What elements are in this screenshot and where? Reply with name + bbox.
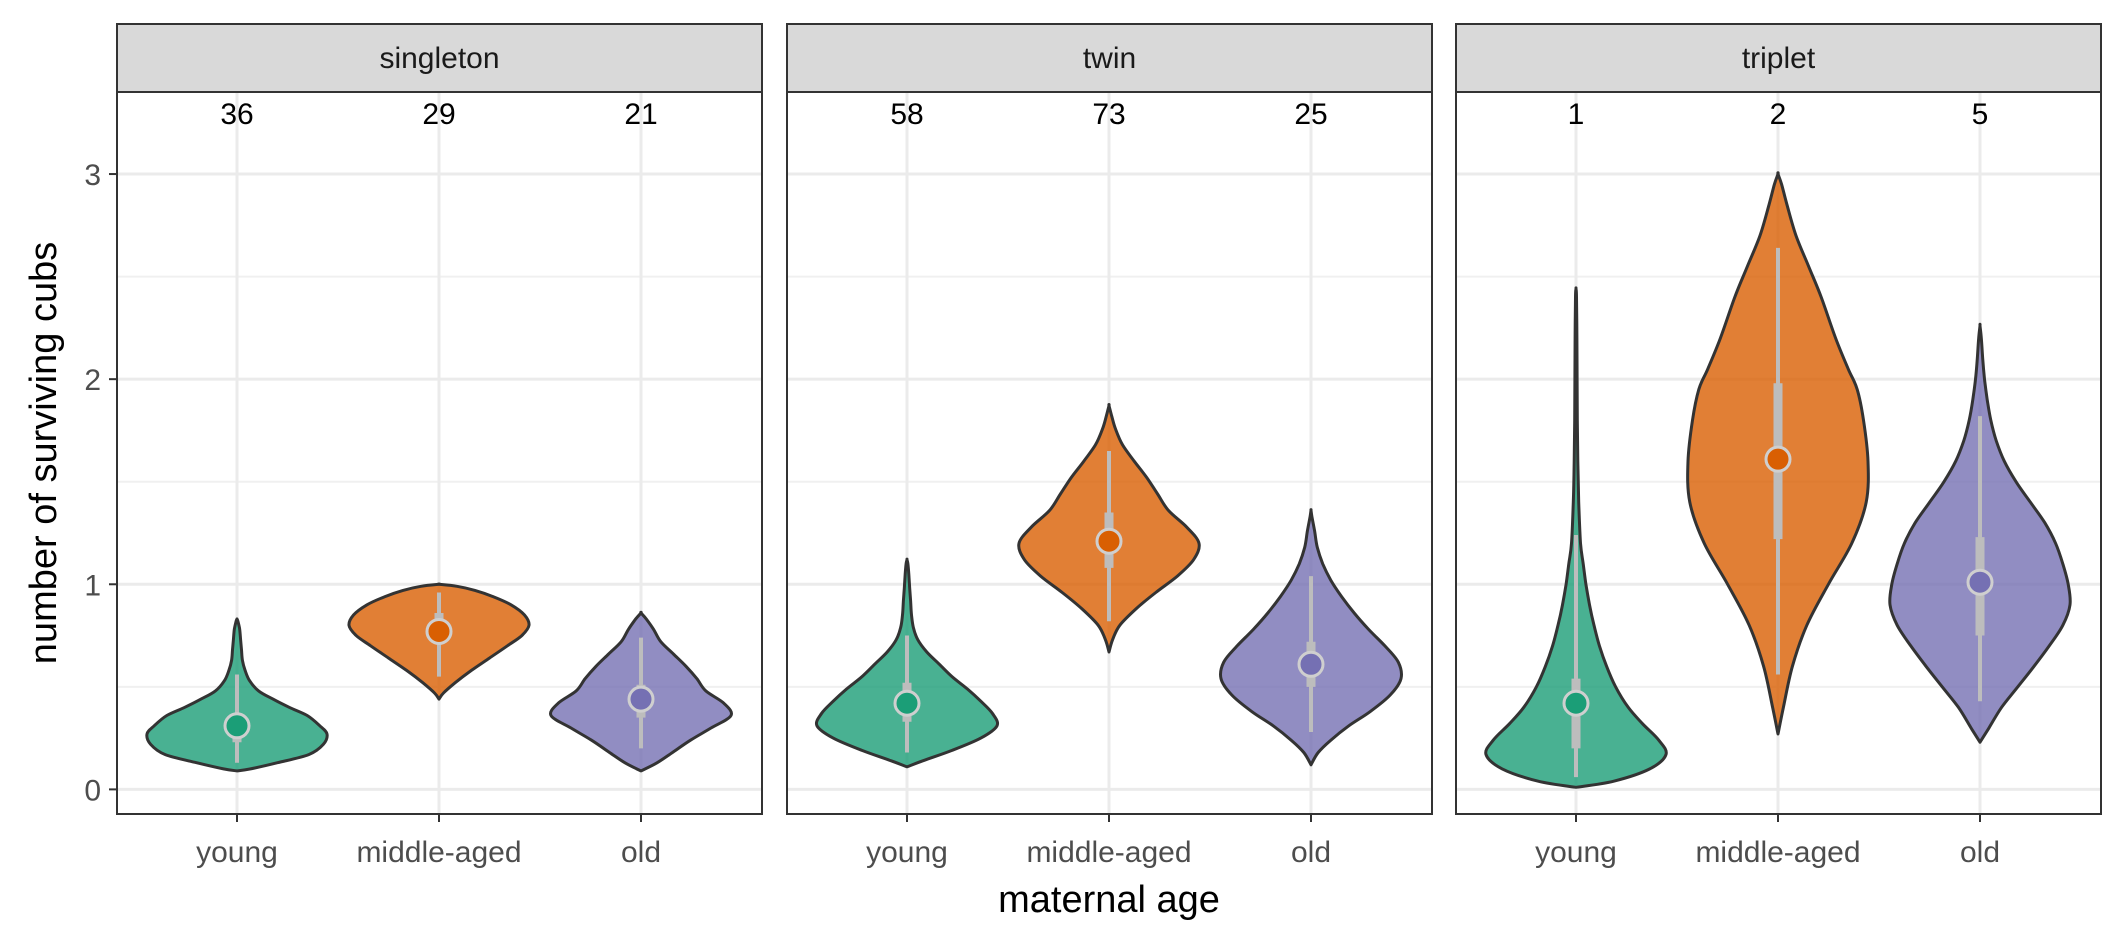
facet-label: singleton [379, 42, 499, 75]
x-tick-label: middle-aged [1695, 836, 1860, 869]
x-tick-label: old [621, 836, 661, 869]
x-tick-label: old [1291, 836, 1331, 869]
violin-old: 5 [1888, 98, 2072, 744]
median-point [1966, 568, 1994, 596]
violin-young: 58 [814, 98, 1000, 769]
median-point [1562, 689, 1590, 717]
median-point [1095, 527, 1123, 555]
facet-strip [786, 23, 1433, 93]
facet-strip [116, 23, 763, 93]
y-tick-label: 1 [84, 569, 101, 602]
sample-count-label: 2 [1770, 98, 1787, 131]
median-point [893, 689, 921, 717]
y-axis: 0 1 2 3 [84, 159, 117, 807]
violin-young: 1 [1484, 98, 1668, 789]
facet-panel-singleton: singleton 36 29 21 young middle-aged old [116, 23, 763, 869]
median-point [627, 685, 655, 713]
y-tick-label: 2 [84, 364, 101, 397]
facet-strip [1455, 23, 2102, 93]
violin-middle-aged: 73 [1017, 98, 1201, 654]
y-tick-label: 0 [84, 774, 101, 807]
x-axis-title: maternal age [998, 879, 1220, 921]
median-point [425, 617, 453, 645]
sample-count-label: 29 [422, 98, 455, 131]
x-tick-label: old [1960, 836, 2000, 869]
facet-label: triplet [1742, 42, 1816, 75]
violin-young: 36 [145, 98, 329, 773]
median-point [1297, 650, 1325, 678]
grid-lines [117, 92, 762, 814]
x-tick-label: young [1535, 836, 1617, 869]
violin-middle-aged: 29 [347, 98, 531, 701]
sample-count-label: 25 [1294, 98, 1327, 131]
facet-panel-twin: twin 58 73 25 young middle-aged old [786, 23, 1433, 869]
violin-old: 25 [1218, 98, 1404, 767]
facet-panel-triplet: triplet 1 2 5 young middle-aged old [1455, 23, 2102, 869]
x-tick-label: young [196, 836, 278, 869]
sample-count-label: 73 [1092, 98, 1125, 131]
y-tick-label: 3 [84, 159, 101, 192]
sample-count-label: 1 [1568, 98, 1585, 131]
sample-count-label: 5 [1972, 98, 1989, 131]
median-point [1764, 445, 1792, 473]
x-tick-label: middle-aged [356, 836, 521, 869]
x-tick-label: young [866, 836, 948, 869]
sample-count-label: 36 [220, 98, 253, 131]
violin-old: 21 [549, 98, 733, 773]
y-axis-title: number of surviving cubs [23, 242, 65, 664]
sample-count-label: 21 [624, 98, 657, 131]
sample-count-label: 58 [890, 98, 923, 131]
violin-middle-aged: 2 [1686, 98, 1870, 736]
median-point [223, 712, 251, 740]
x-tick-label: middle-aged [1026, 836, 1191, 869]
facet-label: twin [1083, 42, 1136, 75]
